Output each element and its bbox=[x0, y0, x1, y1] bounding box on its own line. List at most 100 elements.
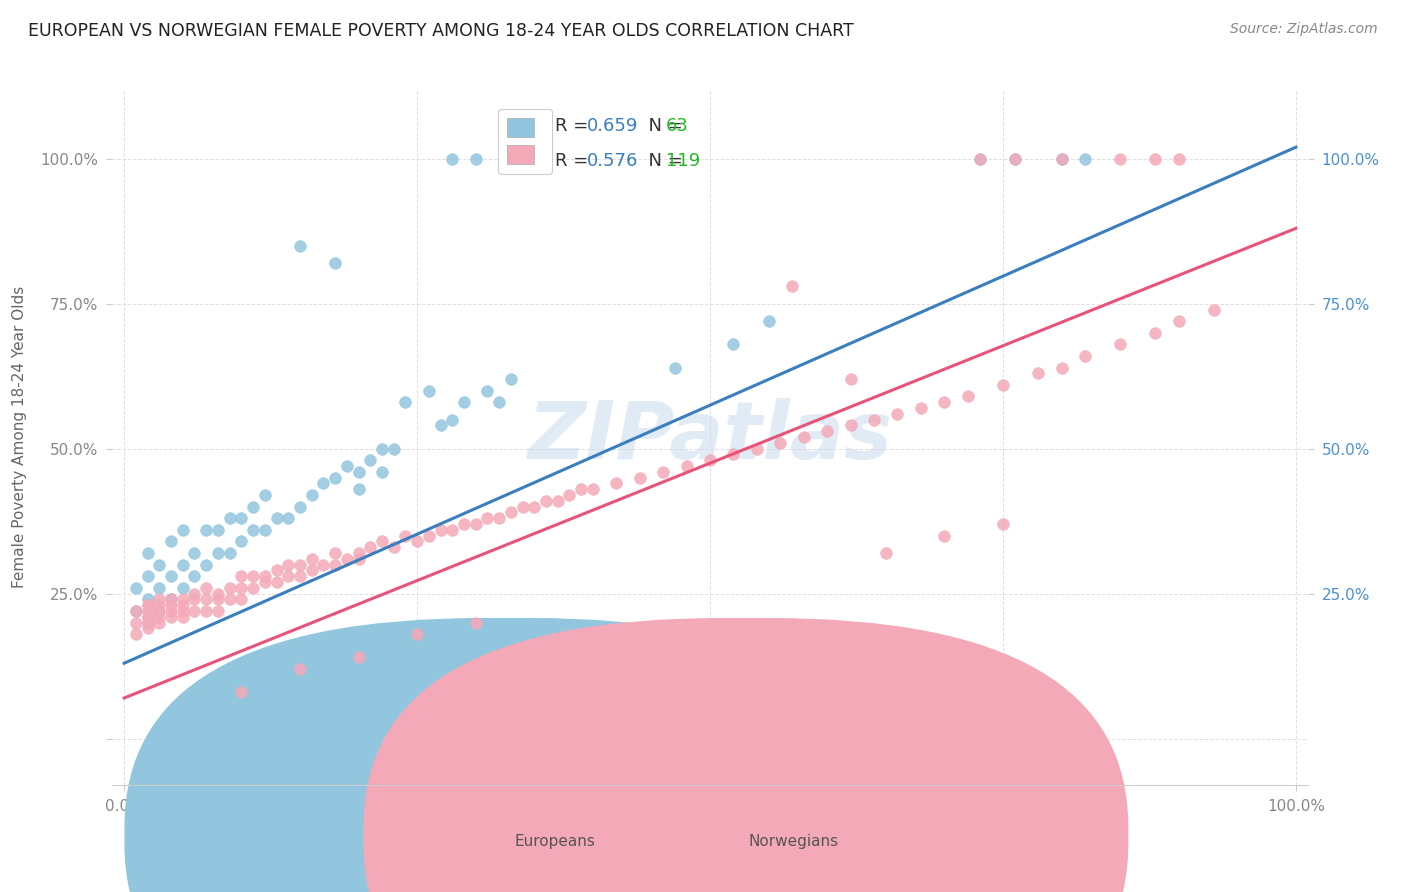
Point bbox=[1050, 152, 1073, 166]
Point bbox=[839, 372, 862, 386]
Point bbox=[183, 592, 205, 607]
Point bbox=[183, 604, 205, 618]
Point bbox=[991, 516, 1014, 531]
Point bbox=[547, 493, 569, 508]
Point bbox=[242, 569, 264, 583]
Point bbox=[488, 511, 510, 525]
Text: EUROPEAN VS NORWEGIAN FEMALE POVERTY AMONG 18-24 YEAR OLDS CORRELATION CHART: EUROPEAN VS NORWEGIAN FEMALE POVERTY AMO… bbox=[28, 22, 853, 40]
Point bbox=[312, 558, 335, 572]
Point bbox=[652, 465, 675, 479]
Point bbox=[1074, 349, 1097, 363]
Point bbox=[523, 500, 546, 514]
Point bbox=[125, 604, 148, 618]
Point bbox=[418, 528, 440, 542]
Point bbox=[266, 511, 288, 525]
Point bbox=[441, 412, 464, 426]
Point bbox=[336, 551, 359, 566]
Point bbox=[195, 604, 218, 618]
Point bbox=[160, 592, 183, 607]
Point bbox=[534, 493, 557, 508]
Point bbox=[347, 482, 370, 496]
Point bbox=[231, 534, 253, 549]
Point bbox=[488, 395, 510, 409]
Point bbox=[382, 442, 405, 456]
Point bbox=[371, 442, 394, 456]
Text: 0.659: 0.659 bbox=[586, 117, 638, 135]
Point bbox=[1074, 152, 1097, 166]
Point bbox=[172, 610, 194, 624]
Point bbox=[231, 511, 253, 525]
Point bbox=[745, 442, 768, 456]
Point bbox=[359, 453, 381, 467]
Point bbox=[406, 627, 429, 641]
Point bbox=[148, 604, 170, 618]
Point bbox=[136, 610, 159, 624]
Point bbox=[207, 546, 229, 560]
Point bbox=[323, 470, 346, 484]
Text: R =: R = bbox=[554, 152, 593, 169]
Point bbox=[288, 558, 311, 572]
Point bbox=[1109, 337, 1132, 351]
Point bbox=[148, 615, 170, 630]
Point bbox=[253, 574, 276, 589]
Point bbox=[253, 569, 276, 583]
Point bbox=[1167, 152, 1189, 166]
Point bbox=[266, 574, 288, 589]
Text: N =: N = bbox=[637, 152, 689, 169]
Point bbox=[288, 662, 311, 676]
Point bbox=[160, 569, 183, 583]
Point bbox=[136, 615, 159, 630]
Point bbox=[183, 569, 205, 583]
Point bbox=[266, 564, 288, 578]
Point bbox=[136, 598, 159, 612]
Point bbox=[769, 435, 792, 450]
Point bbox=[195, 558, 218, 572]
Point bbox=[499, 505, 522, 519]
Point bbox=[218, 592, 240, 607]
Point bbox=[956, 389, 979, 403]
Point bbox=[886, 407, 908, 421]
Point bbox=[242, 500, 264, 514]
Text: 0.576: 0.576 bbox=[586, 152, 638, 169]
Point bbox=[195, 523, 218, 537]
Text: Norwegians: Norwegians bbox=[748, 834, 839, 848]
Point bbox=[277, 558, 299, 572]
Point bbox=[207, 523, 229, 537]
Point bbox=[136, 569, 159, 583]
Point bbox=[499, 372, 522, 386]
Point bbox=[534, 152, 557, 166]
FancyBboxPatch shape bbox=[125, 618, 890, 892]
Point bbox=[183, 546, 205, 560]
Legend: , : , bbox=[498, 109, 553, 174]
Point bbox=[125, 627, 148, 641]
Point bbox=[910, 401, 932, 416]
Point bbox=[359, 540, 381, 554]
Point bbox=[242, 523, 264, 537]
Point bbox=[371, 465, 394, 479]
FancyBboxPatch shape bbox=[364, 618, 1129, 892]
Text: 119: 119 bbox=[666, 152, 700, 169]
Point bbox=[628, 470, 651, 484]
Point bbox=[207, 587, 229, 601]
Point bbox=[231, 581, 253, 595]
Point bbox=[253, 488, 276, 502]
Point bbox=[242, 581, 264, 595]
Point bbox=[160, 610, 183, 624]
Text: Source: ZipAtlas.com: Source: ZipAtlas.com bbox=[1230, 22, 1378, 37]
Point bbox=[406, 534, 429, 549]
Point bbox=[125, 581, 148, 595]
Point bbox=[336, 458, 359, 473]
Point bbox=[136, 592, 159, 607]
Point bbox=[441, 523, 464, 537]
Point bbox=[288, 569, 311, 583]
Point bbox=[231, 569, 253, 583]
Point bbox=[839, 418, 862, 433]
Point bbox=[148, 558, 170, 572]
Point bbox=[172, 581, 194, 595]
Point bbox=[148, 592, 170, 607]
Point bbox=[172, 558, 194, 572]
Point bbox=[218, 511, 240, 525]
Point bbox=[464, 615, 486, 630]
Point bbox=[323, 256, 346, 270]
Text: R =: R = bbox=[554, 117, 593, 135]
